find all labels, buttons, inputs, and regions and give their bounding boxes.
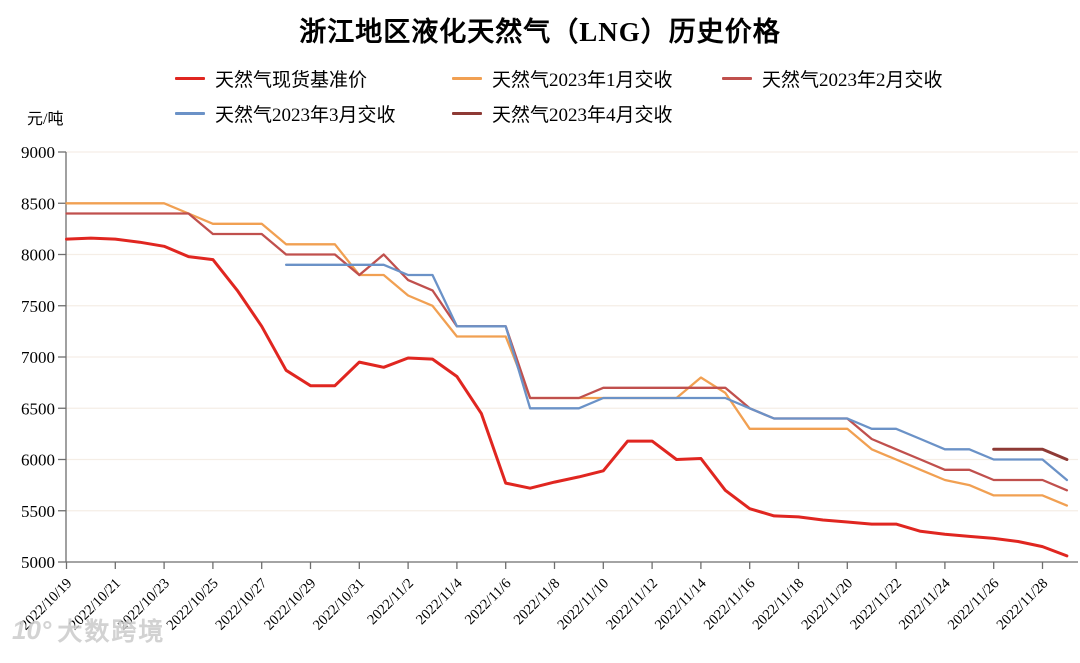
legend-swatch-spot-icon — [175, 76, 205, 80]
y-tick-label: 7000 — [21, 348, 55, 367]
x-tick-label: 2022/10/25 — [164, 576, 222, 634]
legend-label-apr: 天然气2023年4月交收 — [492, 104, 673, 126]
x-tick-label: 2022/10/31 — [310, 576, 368, 634]
x-tick-label: 2022/11/18 — [750, 576, 808, 634]
legend-label-mar: 天然气2023年3月交收 — [215, 104, 396, 126]
x-tick-label: 2022/11/16 — [701, 576, 759, 634]
y-tick-label: 5000 — [21, 553, 55, 572]
x-tick-label: 2022/10/23 — [115, 576, 173, 634]
legend-swatch-apr-icon — [452, 111, 482, 115]
legend-item-mar: 天然气2023年3月交收 — [175, 101, 396, 126]
y-tick-label: 5500 — [21, 502, 55, 521]
legend-item-spot: 天然气现货基准价 — [175, 66, 368, 91]
x-tick-label: 2022/11/10 — [554, 576, 612, 634]
x-tick-label: 2022/11/12 — [603, 576, 661, 634]
y-tick-label: 9000 — [21, 143, 55, 162]
x-tick-label: 2022/10/21 — [66, 576, 124, 634]
legend: 天然气现货基准价 天然气2023年1月交收 天然气2023年2月交收 天然气20… — [0, 0, 1080, 135]
x-tick-label: 2022/10/29 — [261, 576, 319, 634]
x-tick-label: 2022/10/19 — [17, 576, 75, 634]
y-tick-label: 6500 — [21, 399, 55, 418]
x-tick-label: 2022/11/24 — [896, 575, 954, 633]
legend-item-feb: 天然气2023年2月交收 — [722, 66, 943, 91]
series-line-天然气2023年2月交收 — [65, 212, 1069, 492]
page-title: 浙江地区液化天然气（LNG）历史价格 — [299, 17, 781, 47]
series-line-天然气2023年3月交收 — [284, 263, 1069, 482]
x-tick-label: 2022/11/2 — [364, 576, 417, 629]
y-tick-label: 8000 — [21, 246, 55, 265]
x-tick-label: 2022/11/4 — [413, 575, 466, 628]
legend-item-apr: 天然气2023年4月交收 — [452, 101, 673, 126]
legend-swatch-feb-icon — [722, 76, 752, 80]
y-tick-label: 8500 — [21, 194, 55, 213]
x-tick-label: 2022/11/6 — [462, 576, 515, 629]
legend-label-feb: 天然气2023年2月交收 — [762, 69, 943, 91]
x-tick-label: 2022/10/27 — [213, 576, 271, 634]
y-tick-label: 7500 — [21, 297, 55, 316]
x-tick-label: 2022/11/22 — [847, 576, 905, 634]
series-line-天然气现货基准价 — [65, 236, 1069, 558]
series-line-天然气2023年4月交收 — [992, 447, 1069, 461]
x-tick-label: 2022/11/14 — [652, 575, 710, 633]
legend-label-spot: 天然气现货基准价 — [215, 69, 368, 91]
legend-label-jan: 天然气2023年1月交收 — [492, 69, 673, 91]
x-tick-label: 2022/11/26 — [945, 576, 1003, 634]
series-line-天然气2023年1月交收 — [65, 202, 1069, 507]
x-tick-label: 2022/11/28 — [994, 576, 1052, 634]
y-axis-unit-label: 元/吨 — [27, 111, 64, 128]
legend-swatch-jan-icon — [452, 76, 482, 80]
y-tick-label: 6000 — [21, 451, 55, 470]
x-tick-label: 2022/11/20 — [798, 576, 856, 634]
legend-swatch-mar-icon — [175, 111, 205, 115]
legend-item-jan: 天然气2023年1月交收 — [452, 66, 673, 91]
